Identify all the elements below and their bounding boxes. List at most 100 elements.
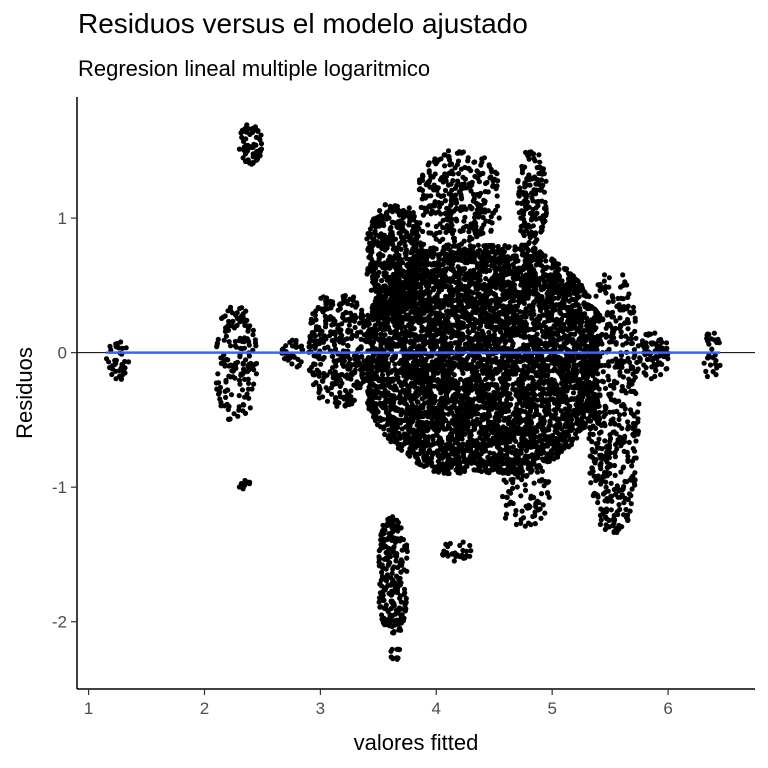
data-point: [457, 376, 464, 382]
data-point: [369, 316, 375, 322]
data-point: [505, 403, 511, 409]
data-point: [455, 325, 461, 331]
data-point: [443, 316, 449, 322]
data-point: [579, 364, 585, 370]
data-point: [225, 357, 231, 363]
data-point: [240, 408, 246, 414]
data-point: [475, 242, 481, 248]
data-point: [233, 365, 239, 371]
data-point: [358, 329, 364, 335]
data-point: [331, 329, 338, 335]
data-point: [343, 310, 349, 316]
data-point: [354, 379, 360, 385]
data-point: [540, 312, 546, 318]
data-point: [221, 403, 227, 409]
data-point: [316, 395, 322, 401]
data-point: [108, 347, 114, 353]
data-point: [375, 312, 381, 318]
data-point: [240, 402, 246, 408]
data-point: [237, 381, 243, 387]
data-point: [331, 321, 337, 327]
data-point: [458, 281, 464, 287]
data-point: [439, 455, 445, 461]
data-point: [561, 376, 568, 382]
data-point: [388, 404, 394, 410]
data-point: [476, 363, 482, 369]
data-point: [246, 395, 252, 401]
data-point: [228, 343, 234, 349]
data-point: [279, 347, 285, 353]
data-point: [239, 387, 246, 393]
data-point: [490, 357, 496, 363]
data-point: [354, 300, 360, 306]
data-point: [226, 363, 232, 369]
data-point: [313, 324, 320, 330]
data-point: [251, 381, 257, 387]
data-point: [549, 294, 555, 300]
data-point: [571, 362, 577, 368]
data-point: [509, 325, 515, 331]
data-point: [423, 370, 429, 376]
data-point: [240, 155, 246, 161]
data-point: [449, 417, 456, 423]
data-point: [337, 306, 343, 312]
data-point: [337, 390, 343, 396]
data-point: [223, 333, 229, 339]
data-point: [503, 426, 509, 432]
data-point: [402, 324, 408, 330]
data-point: [406, 384, 413, 390]
data-point: [450, 393, 456, 399]
data-point: [512, 253, 518, 259]
data-point: [515, 430, 522, 436]
data-point: [214, 386, 220, 392]
data-point: [258, 141, 265, 147]
data-point: [249, 160, 255, 166]
data-point: [523, 374, 529, 380]
data-point: [480, 293, 486, 300]
data-point: [388, 369, 394, 375]
data-point: [579, 409, 585, 415]
data-point: [313, 317, 319, 323]
data-point: [446, 420, 452, 427]
data-point: [257, 137, 263, 143]
data-point: [573, 302, 579, 308]
data-point: [527, 254, 533, 260]
data-point: [327, 298, 333, 304]
data-point: [563, 326, 569, 332]
data-point: [312, 333, 318, 339]
data-point: [242, 151, 249, 157]
data-point: [487, 364, 494, 370]
data-point: [289, 343, 296, 349]
data-point: [532, 335, 538, 341]
data-point: [333, 375, 339, 381]
data-point: [337, 301, 343, 307]
data-point: [378, 335, 384, 341]
data-point: [561, 394, 567, 400]
data-point: [242, 322, 248, 328]
data-point: [321, 354, 327, 361]
data-point: [221, 337, 227, 343]
data-point: [503, 435, 509, 441]
data-point: [552, 400, 558, 406]
data-point: [415, 344, 421, 350]
data-point: [458, 337, 464, 343]
data-point: [455, 428, 461, 434]
data-point: [498, 247, 505, 253]
data-point: [514, 354, 520, 360]
data-point: [250, 332, 256, 338]
data-point: [574, 404, 581, 410]
data-point: [534, 397, 541, 403]
data-point: [561, 298, 567, 305]
data-point: [525, 439, 531, 446]
data-point: [389, 339, 395, 346]
data-point: [223, 377, 229, 384]
data-point: [357, 320, 363, 326]
data-point: [453, 270, 459, 276]
chart-title: Residuos versus el modelo ajustado: [78, 8, 528, 39]
data-point: [430, 450, 436, 456]
data-point: [508, 316, 514, 322]
data-point: [574, 435, 580, 441]
data-point: [370, 339, 377, 345]
data-point: [358, 314, 364, 320]
data-point: [414, 411, 420, 417]
